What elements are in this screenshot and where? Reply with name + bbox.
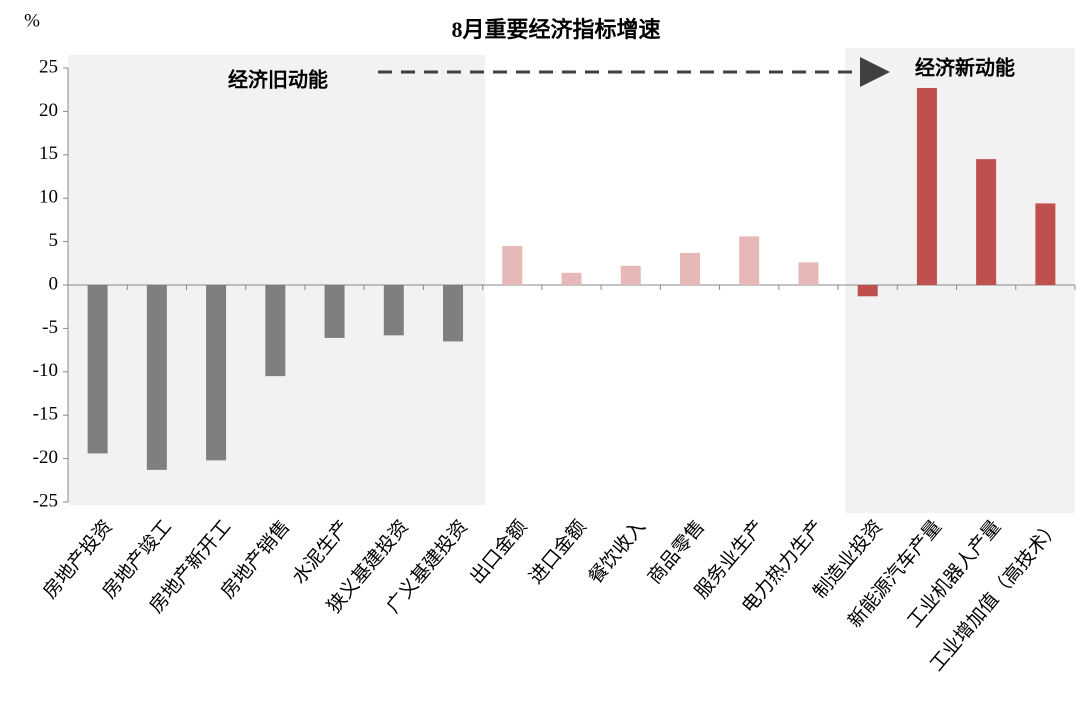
x-tick-label: 水泥生产 <box>288 516 354 588</box>
y-tick-label: 10 <box>39 187 58 208</box>
y-tick-label: 15 <box>39 143 58 164</box>
chart-title: 8月重要经济指标增速 <box>451 17 660 42</box>
bar <box>620 265 641 285</box>
bar <box>976 159 997 285</box>
bar <box>87 285 108 454</box>
bar <box>679 252 700 285</box>
annotation: 经济新动能 <box>915 56 1015 80</box>
old-economy-shade <box>68 55 485 505</box>
y-tick-label: -20 <box>33 447 58 468</box>
x-tick-label: 餐饮收入 <box>584 516 650 588</box>
y-axis-label: % <box>24 10 40 31</box>
bar <box>265 285 286 377</box>
y-tick-label: -25 <box>33 490 58 511</box>
bar <box>502 245 523 285</box>
bar <box>443 285 464 342</box>
y-tick-label: -5 <box>42 317 58 338</box>
bar <box>206 285 227 461</box>
annotation: 经济旧动能 <box>228 68 328 92</box>
bar <box>561 272 582 285</box>
x-tick-label: 出口金额 <box>466 516 532 588</box>
y-tick-label: 20 <box>39 100 58 121</box>
bar <box>798 262 819 285</box>
bar <box>324 285 345 338</box>
x-tick-label: 进口金额 <box>525 516 591 588</box>
bar <box>146 285 167 470</box>
bar <box>383 285 404 336</box>
y-tick-label: 0 <box>49 273 59 294</box>
y-tick-label: 25 <box>39 56 58 77</box>
bar <box>916 87 937 286</box>
y-tick-label: -15 <box>33 404 58 425</box>
bar <box>1035 203 1056 285</box>
y-tick-label: -10 <box>33 360 58 381</box>
y-tick-label: 5 <box>49 230 59 251</box>
bar <box>739 236 760 285</box>
bar <box>857 285 878 297</box>
x-tick-label: 商品零售 <box>643 516 709 588</box>
